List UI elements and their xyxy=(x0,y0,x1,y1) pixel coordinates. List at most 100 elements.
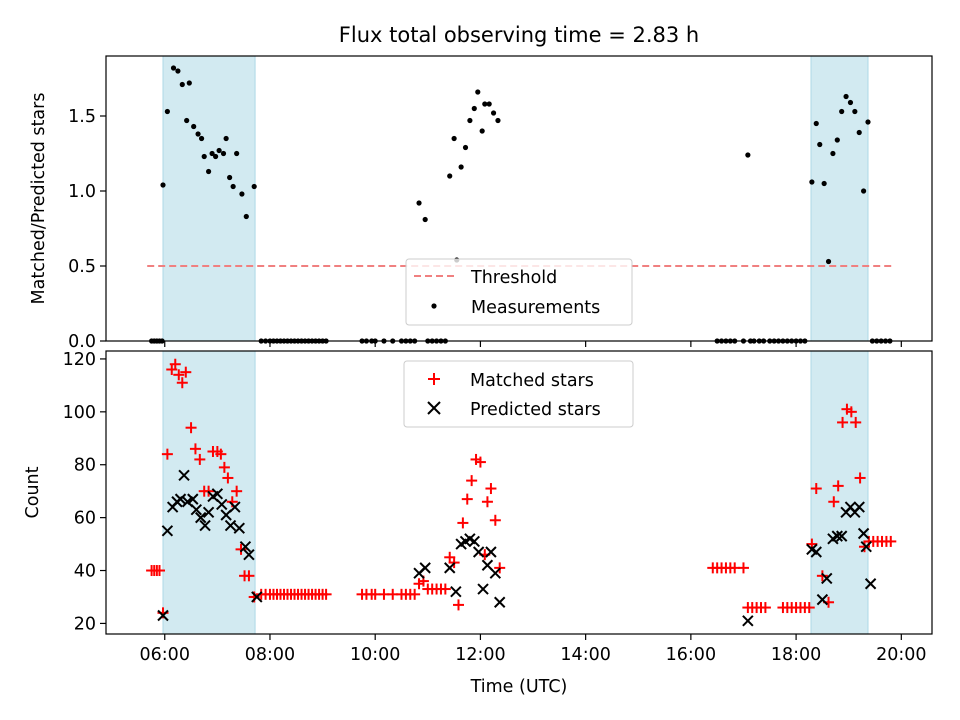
x-tick-label: 10:00 xyxy=(350,645,400,665)
matched-star-point xyxy=(185,422,197,434)
predicted-star-point xyxy=(190,503,203,516)
measurement-point xyxy=(471,105,477,112)
predicted-star-point xyxy=(468,535,480,548)
matched-star-point xyxy=(854,472,866,484)
figure-title: Flux total observing time = 2.83 h xyxy=(339,23,699,47)
matched-star-point xyxy=(439,583,451,595)
matched-star-point xyxy=(231,485,243,497)
x-tick-label: 20:00 xyxy=(876,645,926,665)
matched-star-point xyxy=(452,599,464,611)
measurement-point xyxy=(160,182,166,188)
measurement-point xyxy=(495,117,501,124)
measurement-point xyxy=(843,93,849,100)
predicted-star-point xyxy=(444,562,456,574)
measurement-point xyxy=(834,137,840,143)
matched-star-point xyxy=(489,514,501,526)
predicted-star-point xyxy=(810,546,822,558)
bottom-plot-frame xyxy=(105,350,933,635)
measurement-point xyxy=(209,150,215,157)
measurement-point xyxy=(191,123,197,130)
bottom-legend-box xyxy=(403,360,634,428)
predicted-star-point xyxy=(489,567,502,579)
legend-measurements-swatch xyxy=(431,303,437,309)
top-ylabel-group: Matched/Predicted stars xyxy=(29,93,49,305)
matched-star-point xyxy=(243,570,255,582)
matched-star-point xyxy=(832,480,844,492)
matched-star-point xyxy=(218,461,230,473)
measurement-point xyxy=(809,179,815,185)
measurement-point xyxy=(475,89,481,95)
matched-star-point xyxy=(176,377,188,389)
predicted-star-point xyxy=(494,596,506,608)
predicted-star-point xyxy=(251,591,263,603)
y-tick-label: 80 xyxy=(74,456,96,476)
predicted-star-point xyxy=(864,578,877,590)
matched-star-point xyxy=(461,493,473,505)
matched-star-point xyxy=(180,366,192,378)
predicted-star-point xyxy=(485,546,497,558)
matched-star-point xyxy=(161,448,173,460)
predicted-star-point xyxy=(419,562,431,574)
measurement-point xyxy=(467,117,473,124)
measurement-point xyxy=(213,153,219,160)
predicted-star-point xyxy=(202,506,215,519)
predicted-star-point xyxy=(174,493,187,505)
predicted-star-point xyxy=(816,593,829,606)
legend-matched-swatch xyxy=(428,373,440,385)
y-tick-label: 40 xyxy=(74,562,96,582)
legend-matched-label: Matched stars xyxy=(470,371,594,391)
measurement-point xyxy=(205,168,212,175)
predicted-star-point xyxy=(239,541,252,553)
matched-star-point xyxy=(850,416,862,428)
predicted-star-point xyxy=(216,498,228,511)
measurement-point xyxy=(458,164,464,170)
y-tick-label: 20 xyxy=(74,614,96,634)
measurement-point xyxy=(186,80,192,86)
predicted-star-point xyxy=(187,493,199,505)
measurement-point xyxy=(251,183,257,190)
matched-star-point xyxy=(409,588,421,600)
predicted-star-point xyxy=(194,511,207,524)
measurement-point xyxy=(865,119,871,125)
measurement-point xyxy=(462,144,469,151)
legend-threshold-label: Threshold xyxy=(470,268,557,288)
y-tick-label: 60 xyxy=(74,509,96,529)
measurement-point xyxy=(230,183,236,190)
top-axis-ticks: 0.0 0.5 1.0 1.5 xyxy=(68,107,902,352)
measurement-point xyxy=(220,150,227,157)
predicted-star-point xyxy=(835,530,848,542)
matched-star-point xyxy=(457,517,469,529)
measurement-point xyxy=(486,101,492,107)
legend-predicted-swatch xyxy=(427,401,441,415)
measurement-point xyxy=(479,128,485,134)
measurement-point xyxy=(852,108,858,115)
y-tick-label: 1.5 xyxy=(68,107,96,127)
bottom-axis-ticks: 20 40 60 80 100 120 06:00 08:00 10:00 12:00 14:00 1… xyxy=(63,350,927,665)
predicted-star-point xyxy=(224,519,237,532)
predicted-star-point xyxy=(860,541,872,553)
matched-star-point xyxy=(474,456,486,468)
predicted-star-point xyxy=(220,509,232,521)
measurement-point xyxy=(490,110,497,116)
measurement-point xyxy=(482,101,488,107)
predicted-star-point xyxy=(831,530,844,542)
matched-star-point xyxy=(485,483,497,495)
predicted-star-point xyxy=(233,522,245,534)
measurement-point xyxy=(825,258,832,265)
measurement-point xyxy=(234,150,240,157)
measurement-point xyxy=(239,191,245,197)
measurement-point xyxy=(223,135,229,142)
bottom-data-points xyxy=(146,358,897,627)
y-tick-label: 1.0 xyxy=(68,182,96,202)
predicted-star-point xyxy=(821,572,833,585)
measurement-point xyxy=(447,173,453,179)
predicted-star-point xyxy=(157,609,169,622)
measurement-point xyxy=(164,108,170,115)
legend-measurements-label: Measurements xyxy=(471,298,600,318)
matched-star-point xyxy=(845,406,857,418)
matched-star-point xyxy=(803,602,815,614)
matched-star-point xyxy=(189,443,201,455)
bottom-panel-counts: 20 40 60 80 100 120 06:00 08:00 10:00 12:00 14:00 1… xyxy=(23,350,933,697)
predicted-star-point xyxy=(742,615,754,627)
matched-star-point xyxy=(466,475,478,487)
